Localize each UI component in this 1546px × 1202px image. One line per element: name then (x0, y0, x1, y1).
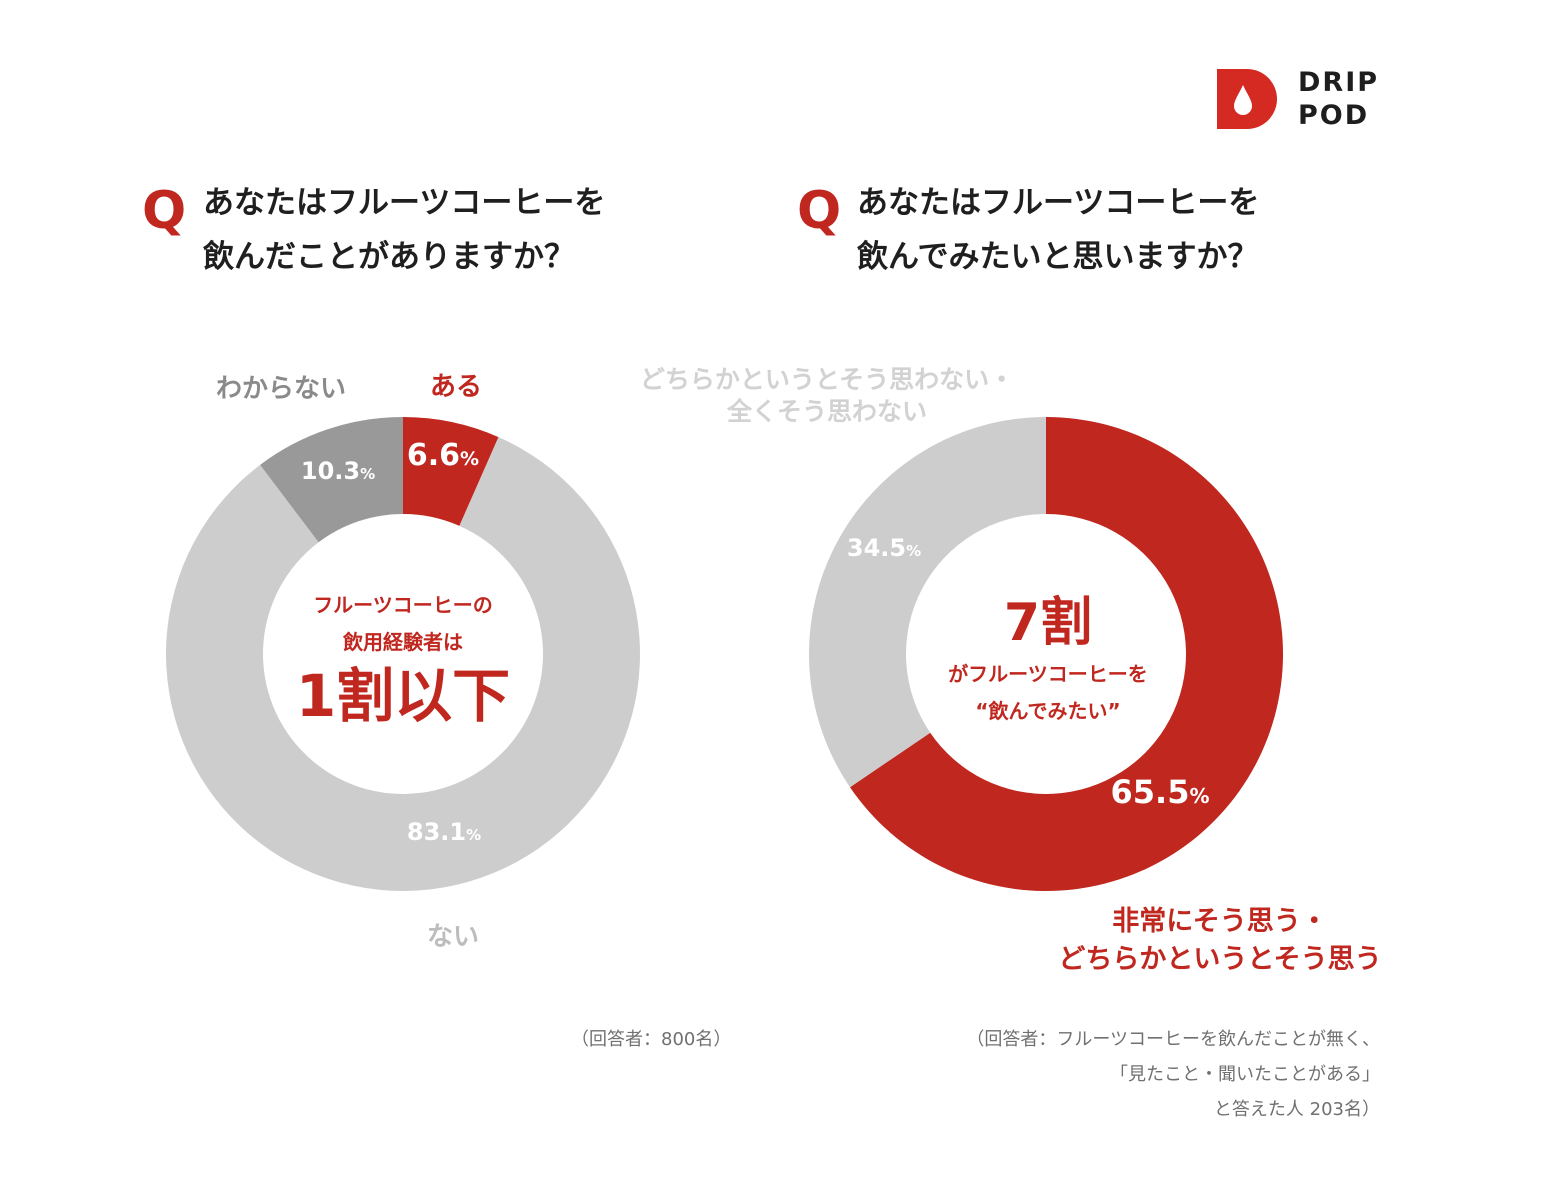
question-1-mark: Q (142, 181, 187, 241)
chart-2-note-line-3: と答えた人 203名） (1213, 1099, 1380, 1120)
chart-2-slice-1 (849, 417, 1284, 891)
chart-2-slice-2 (809, 417, 1046, 788)
chart-1-value-label-1: 6.6% (407, 438, 479, 473)
chart-2-value-label-1: 65.5% (1111, 773, 1210, 811)
question-1-line-1: あなたはフルーツコーヒーを (203, 185, 606, 221)
question-2-mark: Q (797, 181, 842, 241)
chart-2-label-positive-line-1: 非常にそう思う・ (1112, 906, 1328, 937)
chart-1-label-aru: ある (430, 372, 483, 402)
chart-1-value-label-3: 10.3% (301, 457, 375, 485)
chart-2-label-negative-line-1: どちらかというとそう思わない・ (639, 365, 1015, 394)
chart-2-label-negative: どちらかというとそう思わない・ 全くそう思わない (627, 364, 1027, 428)
chart-2-label-positive-line-2: どちらかというとそう思う (1058, 944, 1382, 975)
question-2-line-2: 飲んでみたいと思いますか？ (857, 239, 1259, 275)
question-2-line-1: あなたはフルーツコーヒーを (857, 185, 1260, 221)
chart-2-center-big: 7割 (1003, 593, 1093, 653)
question-2-text: あなたはフルーツコーヒーを 飲んでみたいと思いますか？ (857, 176, 1259, 284)
drip-pod-logo-mark (1217, 69, 1277, 129)
chart-2-label-negative-line-2: 全くそう思わない (726, 397, 927, 426)
chart-2-label-positive: 非常にそう思う・ どちらかというとそう思う (1040, 903, 1400, 979)
chart-1-center-text: フルーツコーヒーの 飲用経験者は 1割以下 (260, 587, 546, 731)
chart-1-respondent-note: （回答者：800名） (571, 1029, 732, 1050)
chart-1-center-big: 1割以下 (295, 662, 511, 730)
chart-1-slice-2 (165, 437, 640, 891)
chart-2-center-text: 7割 がフルーツコーヒーを “飲んでみたい” (905, 590, 1191, 730)
logo-line-2: POD (1298, 100, 1370, 131)
drip-pod-logo: DRIP POD (1214, 66, 1394, 132)
logo-line-1: DRIP (1298, 67, 1380, 98)
chart-1-slice-3 (260, 417, 403, 543)
question-1-text: あなたはフルーツコーヒーを 飲んだことがありますか？ (203, 176, 605, 284)
chart-2-center-line-1: がフルーツコーヒーを (948, 662, 1148, 686)
chart-2-center-line-2: “飲んでみたい” (975, 699, 1121, 723)
chart-2-respondent-note: （回答者：フルーツコーヒーを飲んだことが無く、 「見たこと・聞いたことがある」 … (920, 1022, 1380, 1127)
chart-1-center-line-2: 飲用経験者は (343, 630, 463, 654)
chart-2-note-line-2: 「見たこと・聞いたことがある」 (1110, 1064, 1380, 1085)
question-1-line-2: 飲んだことがありますか？ (203, 239, 575, 275)
chart-1-center-line-1: フルーツコーヒーの (313, 593, 493, 617)
chart-1-value-label-2: 83.1% (407, 818, 481, 846)
chart-1-label-nai: ない (427, 922, 480, 952)
chart-2-note-line-1: （回答者：フルーツコーヒーを飲んだことが無く、 (966, 1029, 1380, 1050)
chart-2-value-label-2: 34.5% (847, 534, 921, 562)
chart-1-slice-1 (403, 417, 499, 526)
chart-1-label-wakaranai: わからない (216, 374, 347, 404)
logo-wordmark: DRIP POD (1298, 66, 1379, 132)
